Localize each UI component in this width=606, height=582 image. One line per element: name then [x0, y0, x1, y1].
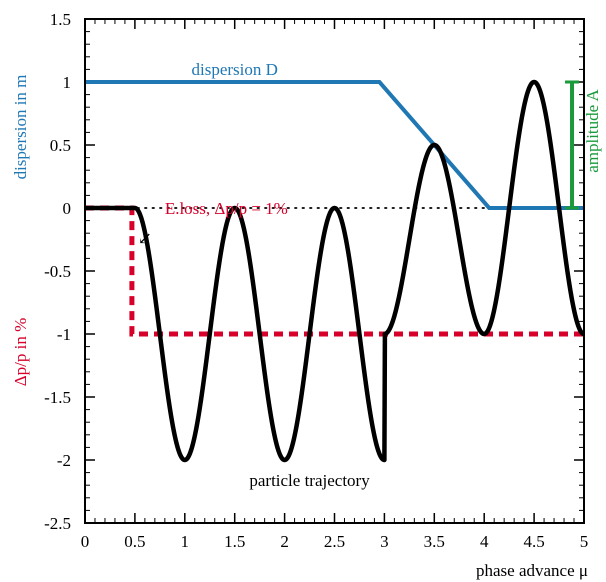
x-tick-label: 4: [480, 532, 489, 551]
y-tick-label: -2.5: [44, 514, 71, 533]
y-tick-label: 1.5: [50, 10, 71, 29]
trajectory-label: particle trajectory: [249, 471, 370, 490]
y-tick-label: -1: [57, 325, 71, 344]
x-tick-label: 3: [380, 532, 389, 551]
y-tick-label: 0: [63, 199, 72, 218]
dispersion-label: dispersion D: [191, 60, 277, 79]
amplitude-label: amplitude A: [583, 88, 602, 172]
x-axis-title: phase advance μ: [476, 561, 588, 580]
energy-loss-arrow-icon: ↙: [138, 229, 152, 248]
x-tick-label: 2.5: [324, 532, 345, 551]
x-tick-label: 1: [181, 532, 190, 551]
labels-layer: phase advance μ dispersion in m Δp/p in …: [11, 60, 602, 580]
x-tick-label: 0: [81, 532, 90, 551]
series-layer: [83, 79, 586, 463]
dispersion-line: [85, 80, 584, 210]
y-tick-label: -2: [57, 451, 71, 470]
plot-frame: [84, 18, 585, 524]
y-tick-label: -0.5: [44, 262, 71, 281]
y-axis-title-momentum: Δp/p in %: [11, 318, 30, 387]
momentum-deviation-line: [85, 205, 584, 337]
y-tick-label: 1: [63, 73, 72, 92]
y-tick-label: 0.5: [50, 136, 71, 155]
y-tick-label: -1.5: [44, 388, 71, 407]
energy-loss-label: E.loss, Δp/p = 1%: [165, 199, 288, 218]
y-axis-title-dispersion: dispersion in m: [11, 75, 30, 180]
x-tick-label: 4.5: [523, 532, 544, 551]
x-tick-label: 1.5: [224, 532, 245, 551]
x-tick-label: 3.5: [424, 532, 445, 551]
particle-trajectory-line: [83, 79, 586, 463]
x-tick-label: 2: [280, 532, 289, 551]
x-tick-label: 0.5: [124, 532, 145, 551]
x-tick-label: 5: [580, 532, 589, 551]
